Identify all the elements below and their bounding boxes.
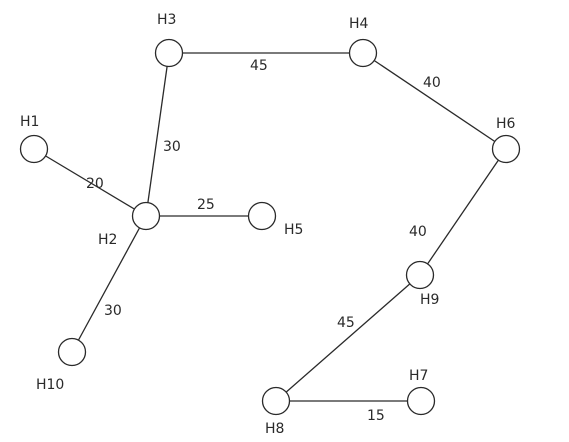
edge-h2-h10 xyxy=(71,215,147,353)
node-h6 xyxy=(491,134,521,164)
node-h10 xyxy=(57,337,87,367)
node-h4 xyxy=(348,38,378,68)
node-h3 xyxy=(154,38,184,68)
node-label-h9: H9 xyxy=(420,292,439,308)
edge-weight-h2-h10: 30 xyxy=(104,303,122,319)
node-h1 xyxy=(19,134,49,164)
edge-h4-h6 xyxy=(362,52,507,150)
node-label-h2: H2 xyxy=(98,232,117,248)
edge-weight-h2-h5: 25 xyxy=(197,197,215,213)
edge-h1-h2 xyxy=(33,148,147,217)
edge-h2-h3 xyxy=(145,52,170,217)
node-h5 xyxy=(247,201,277,231)
node-label-h3: H3 xyxy=(157,12,176,28)
node-labels: H1 H2 H3 H4 H5 H6 H7 H8 H9 H10 xyxy=(20,12,516,437)
edge-weight-h1-h2: 20 xyxy=(86,176,104,192)
node-label-h10: H10 xyxy=(36,377,64,393)
nodes xyxy=(19,38,521,416)
edge-weight-h3-h4: 45 xyxy=(250,58,268,74)
node-label-h8: H8 xyxy=(265,421,284,437)
edge-weight-h6-h9: 40 xyxy=(409,224,427,240)
node-h9 xyxy=(405,260,435,290)
node-label-h6: H6 xyxy=(496,116,516,132)
edge-weight-h4-h6: 40 xyxy=(423,75,441,91)
node-label-h4: H4 xyxy=(349,16,369,32)
node-h8 xyxy=(261,386,291,416)
edge-h9-h8 xyxy=(275,274,421,402)
node-label-h7: H7 xyxy=(409,368,428,384)
edge-weight-h2-h3: 30 xyxy=(163,139,181,155)
edge-weight-h9-h8: 45 xyxy=(337,315,355,331)
edge-h6-h9 xyxy=(419,148,507,276)
edges xyxy=(33,52,507,402)
node-h7 xyxy=(406,386,436,416)
node-label-h5: H5 xyxy=(284,222,303,238)
edge-weight-h8-h7: 15 xyxy=(367,408,385,424)
edge-weights: 20 30 45 40 25 30 40 45 15 xyxy=(86,58,441,424)
node-h2 xyxy=(131,201,161,231)
node-label-h1: H1 xyxy=(20,114,39,130)
